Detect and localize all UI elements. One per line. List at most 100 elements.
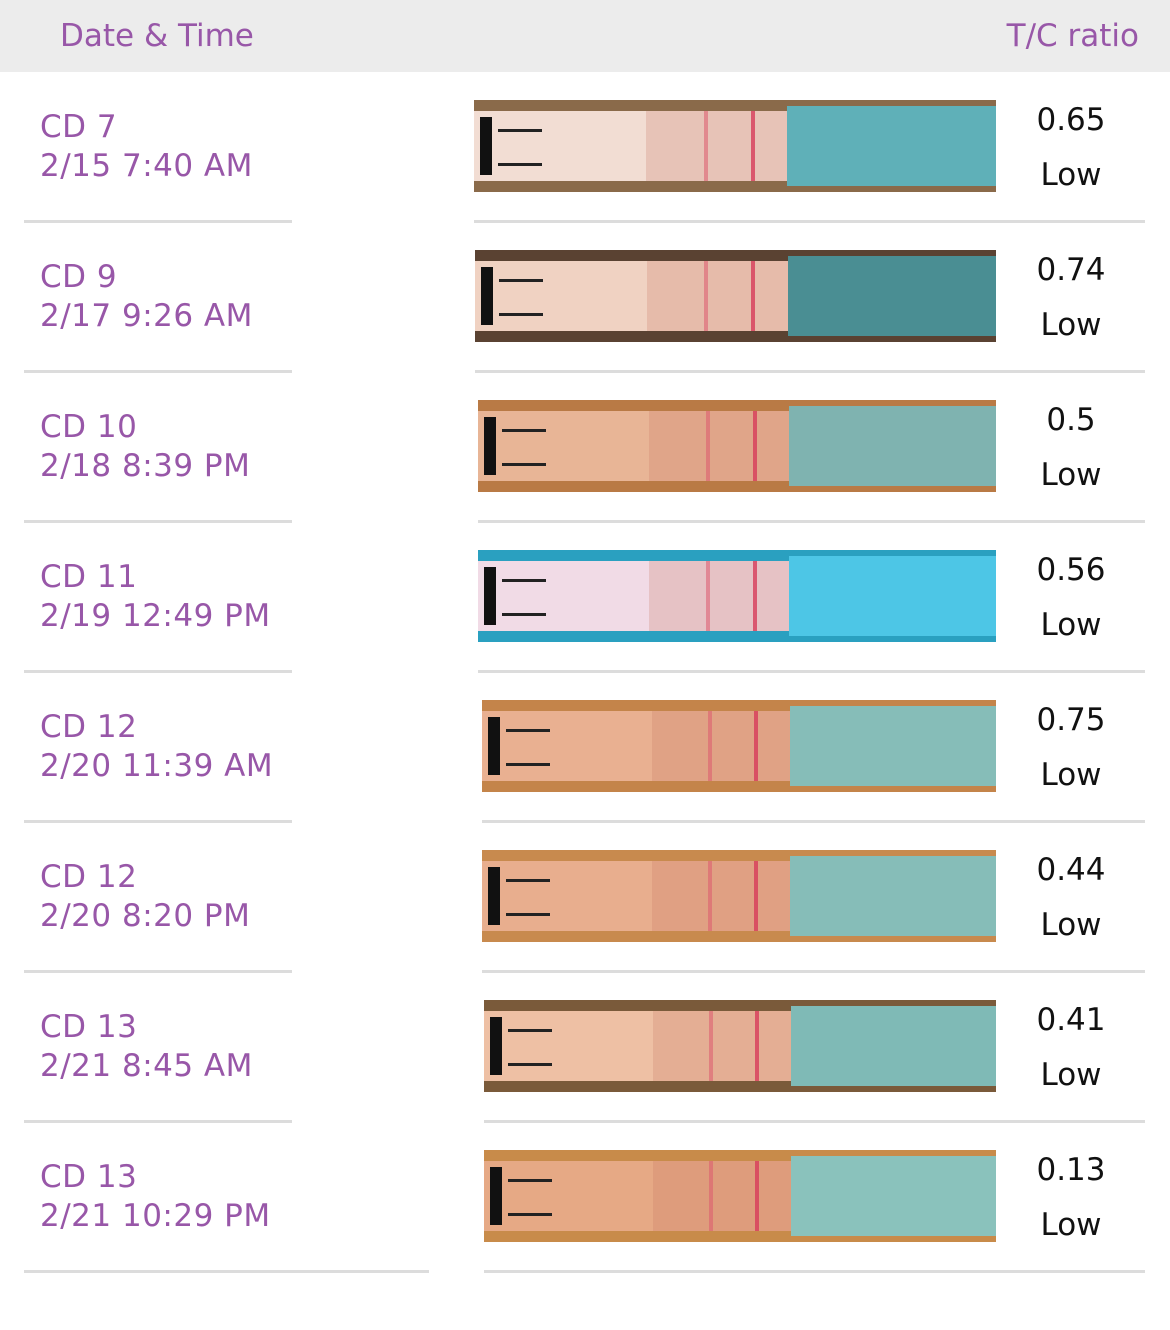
test-strip-photo xyxy=(478,550,996,642)
strip-label-area xyxy=(790,855,996,937)
strip-arrow xyxy=(506,729,550,733)
ratio: 0.65 xyxy=(1036,102,1106,138)
strip-arrow xyxy=(498,129,542,133)
ratio: 0.75 xyxy=(1036,702,1106,738)
strip-arrow xyxy=(508,1212,552,1216)
strip-test-line xyxy=(708,711,713,781)
date-time: 2/15 7:40 AM xyxy=(40,148,253,184)
strip-arrow xyxy=(502,462,546,466)
strip-arrow xyxy=(508,1179,552,1183)
strip-body xyxy=(484,1161,792,1231)
strip-window xyxy=(646,111,788,181)
cycle-day: CD 11 xyxy=(40,559,138,595)
date-time: 2/21 10:29 PM xyxy=(40,1198,271,1234)
row-separator xyxy=(24,520,292,523)
strip-body xyxy=(478,561,789,631)
cycle-day: CD 12 xyxy=(40,859,138,895)
strip-handle xyxy=(480,116,492,176)
header-date-time: Date & Time xyxy=(60,18,254,54)
strip-control-line xyxy=(754,861,759,931)
date-time: 2/19 12:49 PM xyxy=(40,598,271,634)
strip-arrow xyxy=(508,1029,552,1033)
strip-window xyxy=(651,861,791,931)
cycle-day: CD 13 xyxy=(40,1159,138,1195)
cycle-day: CD 9 xyxy=(40,259,118,295)
cycle-day: CD 7 xyxy=(40,109,118,145)
strip-body xyxy=(474,111,788,181)
strip-window xyxy=(651,711,791,781)
strip-body xyxy=(482,711,791,781)
ratio: 0.56 xyxy=(1036,552,1106,588)
strip-test-line xyxy=(708,861,713,931)
level: Low xyxy=(1040,307,1102,343)
test-strip-photo xyxy=(475,250,996,342)
row-separator xyxy=(482,820,1145,823)
test-strip-photo xyxy=(484,1150,996,1242)
strip-window xyxy=(646,261,788,331)
row-separator xyxy=(24,1270,429,1273)
strip-window xyxy=(648,411,789,481)
date-time: 2/20 11:39 AM xyxy=(40,748,274,784)
row-separator xyxy=(24,670,292,673)
strip-handle xyxy=(490,1166,502,1226)
row-separator xyxy=(24,970,292,973)
header-ratio: T/C ratio xyxy=(1006,18,1139,54)
strip-arrow xyxy=(502,579,546,583)
level: Low xyxy=(1040,1057,1102,1093)
date-time: 2/21 8:45 AM xyxy=(40,1048,253,1084)
date-time: 2/18 8:39 PM xyxy=(40,448,251,484)
strip-arrow xyxy=(506,912,550,916)
strip-label-area xyxy=(787,105,996,187)
strip-handle xyxy=(488,866,500,926)
strip-window xyxy=(648,561,789,631)
strip-arrow xyxy=(498,162,542,166)
strip-label-area xyxy=(790,705,996,787)
row-separator xyxy=(474,220,1145,223)
strip-test-line xyxy=(709,1011,714,1081)
test-strip-photo xyxy=(482,700,996,792)
strip-control-line xyxy=(752,561,757,631)
strip-test-line xyxy=(704,261,709,331)
strip-control-line xyxy=(755,1161,760,1231)
ratio: 0.74 xyxy=(1036,252,1106,288)
strip-handle xyxy=(484,416,496,476)
strip-handle xyxy=(488,716,500,776)
strip-label-area xyxy=(791,1005,996,1087)
row-separator xyxy=(24,820,292,823)
row-separator xyxy=(24,220,292,223)
strip-window xyxy=(652,1161,792,1231)
test-strip-photo xyxy=(478,400,996,492)
strip-test-line xyxy=(705,411,710,481)
ratio: 0.13 xyxy=(1036,1152,1106,1188)
level: Low xyxy=(1040,157,1102,193)
row-separator xyxy=(475,370,1145,373)
cycle-day: CD 10 xyxy=(40,409,138,445)
ratio: 0.41 xyxy=(1036,1002,1106,1038)
strip-test-line xyxy=(709,1161,714,1231)
date-time: 2/20 8:20 PM xyxy=(40,898,251,934)
strip-arrow xyxy=(506,762,550,766)
strip-label-area xyxy=(788,405,996,487)
cycle-day: CD 13 xyxy=(40,1009,138,1045)
strip-control-line xyxy=(752,411,757,481)
strip-arrow xyxy=(502,429,546,433)
strip-test-line xyxy=(705,561,710,631)
row-separator xyxy=(478,670,1145,673)
strip-control-line xyxy=(754,711,759,781)
strip-body xyxy=(478,411,789,481)
strip-window xyxy=(652,1011,792,1081)
strip-handle xyxy=(481,266,493,326)
row-separator xyxy=(484,1120,1145,1123)
row-separator xyxy=(24,370,292,373)
test-strip-photo xyxy=(484,1000,996,1092)
row-separator xyxy=(24,1120,292,1123)
strip-arrow xyxy=(506,879,550,883)
table-header: Date & Time T/C ratio xyxy=(0,0,1170,72)
level: Low xyxy=(1040,607,1102,643)
strip-control-line xyxy=(751,261,756,331)
row-separator xyxy=(478,520,1145,523)
test-strip-photo xyxy=(474,100,996,192)
level: Low xyxy=(1040,757,1102,793)
strip-test-line xyxy=(703,111,708,181)
strip-label-area xyxy=(791,1155,996,1237)
